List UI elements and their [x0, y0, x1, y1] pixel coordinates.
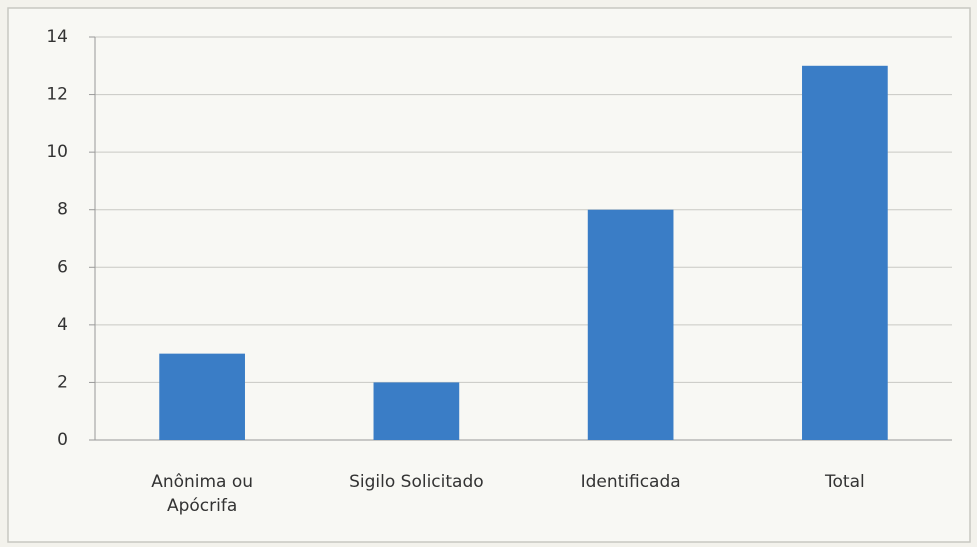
bar	[587, 209, 674, 440]
y-tick-label: 4	[57, 315, 68, 335]
x-tick-label: Anônima ou Apócrifa	[151, 472, 254, 516]
y-tick-label: 0	[57, 430, 68, 450]
y-tick-label: 14	[46, 27, 68, 47]
y-tick-label: 8	[57, 200, 68, 220]
y-tick-label: 12	[46, 85, 68, 105]
x-tick-label: Total	[825, 472, 865, 492]
bar	[802, 65, 888, 441]
x-tick-label: Identificada	[580, 472, 681, 492]
bar	[159, 353, 245, 440]
y-tick-label: 10	[46, 142, 68, 162]
y-tick-label: 2	[57, 372, 68, 392]
bar	[373, 382, 460, 440]
y-tick-label: 6	[57, 257, 68, 277]
x-tick-label: Sigilo Solicitado	[349, 472, 484, 492]
